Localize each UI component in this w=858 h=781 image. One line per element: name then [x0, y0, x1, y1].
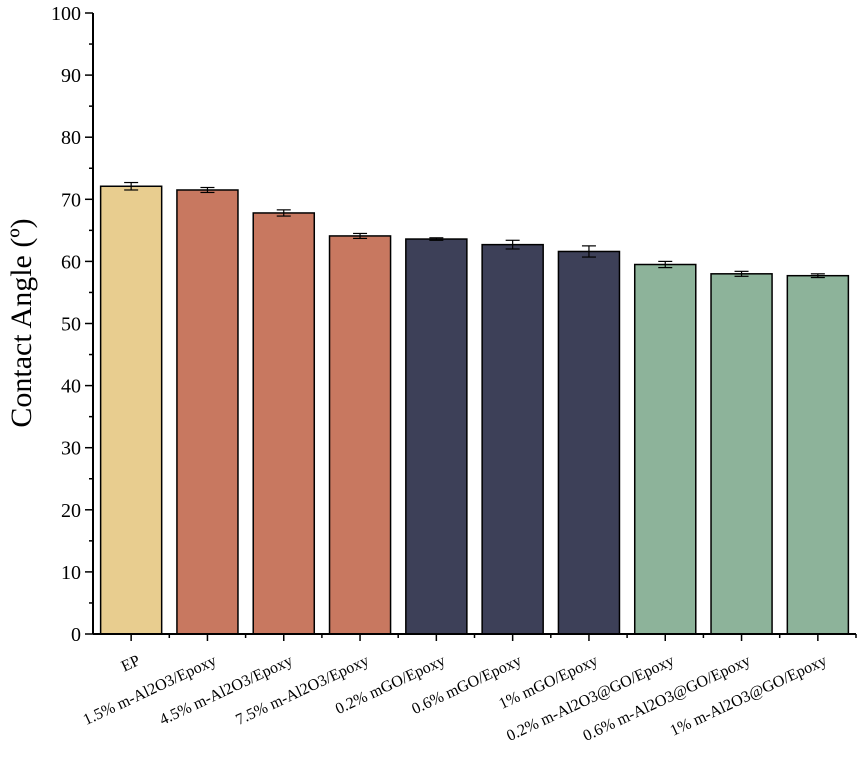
bar	[786, 274, 850, 635]
y-tick-label: 10	[61, 562, 81, 584]
bar	[328, 235, 392, 635]
error-bars-layer	[124, 181, 825, 279]
bar	[633, 263, 697, 635]
bar	[557, 250, 621, 635]
x-tick-label: 4.5% m-Al2O3/Epoxy	[157, 652, 295, 729]
bar	[405, 238, 468, 635]
bars-layer	[99, 185, 850, 635]
bar	[99, 185, 163, 635]
y-tick-label: 70	[61, 189, 81, 211]
y-tick-label: 80	[61, 127, 81, 149]
y-tick-label: 50	[61, 314, 81, 336]
bar	[710, 273, 773, 635]
x-tick-label: 7.5% m-Al2O3/Epoxy	[233, 652, 371, 729]
y-tick-label: 90	[61, 65, 81, 87]
y-tick-label: 0	[71, 624, 81, 646]
y-axis-label: Contact Angle (º)	[5, 218, 38, 427]
y-axis-ticks: 0 10 20 30 40 50 60 70 80 90 100	[51, 3, 93, 646]
y-tick-label: 20	[61, 500, 81, 522]
y-tick-label: 100	[51, 3, 81, 25]
x-tick-label: 1.5% m-Al2O3/Epoxy	[81, 652, 219, 729]
bar	[252, 212, 316, 635]
bar	[481, 243, 544, 635]
y-tick-label: 60	[61, 251, 81, 273]
bar	[176, 189, 239, 635]
x-tick-label: EP	[119, 652, 143, 675]
y-tick-label: 30	[61, 438, 81, 460]
y-tick-label: 40	[61, 376, 81, 398]
